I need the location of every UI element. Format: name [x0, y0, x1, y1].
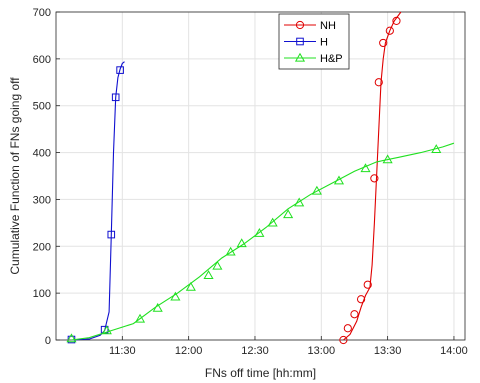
- data-point-h-p: [311, 185, 322, 195]
- y-tick-label: 400: [33, 148, 51, 160]
- y-tick-label: 100: [33, 288, 51, 300]
- data-point-nh: [363, 280, 372, 289]
- series-line-nh: [343, 11, 402, 341]
- y-tick-label: 300: [33, 194, 51, 206]
- data-point-h-p: [203, 270, 214, 279]
- legend-label-h-p: H&P: [320, 53, 343, 65]
- data-point-h-p: [294, 197, 305, 207]
- data-point-h-p: [283, 209, 294, 219]
- legend-item-h: H: [284, 37, 328, 49]
- data-point-h-p: [101, 325, 112, 335]
- data-point-nh: [356, 295, 366, 304]
- data-point-h: [116, 66, 124, 74]
- data-point-h-p: [134, 313, 146, 323]
- x-tick-label: 14:00: [440, 345, 468, 357]
- data-point-h-p: [254, 227, 265, 237]
- data-point-nh: [370, 174, 379, 183]
- legend: NH H H&P: [278, 13, 350, 70]
- legend-item-h-p: H&P: [284, 52, 343, 65]
- data-point-h-p: [333, 175, 345, 185]
- data-point-h: [111, 93, 120, 102]
- series-layer: [66, 11, 455, 345]
- x-tick-label: 13:00: [308, 345, 336, 357]
- legend-marker-h: [296, 37, 304, 46]
- legend-item-nh: NH: [284, 20, 336, 32]
- axis-ticks: 11:30 12:00 12:30 13:00 13:30 14:00 0 100 200 300…: [33, 7, 468, 357]
- data-point-h: [107, 230, 116, 239]
- y-tick-label: 0: [45, 335, 51, 347]
- series-h: [67, 61, 125, 344]
- data-point-h-p: [382, 154, 393, 164]
- x-tick-label: 12:00: [175, 345, 203, 357]
- legend-label-h: H: [320, 37, 328, 49]
- data-point-h-p: [170, 291, 181, 301]
- x-tick-label: 12:30: [241, 345, 269, 357]
- data-point-h-p: [267, 217, 278, 227]
- legend-marker-h-p: [294, 52, 306, 62]
- y-tick-label: 200: [33, 241, 51, 253]
- y-tick-label: 500: [33, 101, 51, 113]
- data-point-h-p: [431, 144, 442, 153]
- grid: [56, 11, 465, 341]
- data-point-h-p: [185, 281, 196, 291]
- data-point-h-p: [66, 333, 77, 343]
- data-point-nh: [374, 78, 383, 87]
- series-line-h-p: [71, 142, 455, 341]
- data-point-nh: [385, 26, 394, 35]
- x-tick-label: 11:30: [109, 345, 136, 357]
- data-point-h-p: [236, 238, 247, 248]
- data-point-nh: [350, 310, 359, 319]
- data-point-h-p: [360, 163, 371, 173]
- legend-label-nh: NH: [320, 20, 336, 32]
- data-point-nh: [392, 16, 401, 26]
- x-tick-label: 13:30: [374, 345, 402, 357]
- plot-frame: [55, 11, 466, 341]
- data-point-nh: [339, 335, 348, 345]
- series-line-h: [71, 61, 125, 341]
- y-axis-label: Cumulative Function of FNs going off: [8, 77, 22, 275]
- y-tick-label: 700: [33, 7, 51, 19]
- legend-marker-nh: [295, 20, 305, 30]
- data-point-h-p: [152, 302, 163, 312]
- data-point-h-p: [212, 260, 223, 270]
- x-axis-label: FNs off time [hh:mm]: [205, 366, 316, 380]
- data-point-nh: [343, 324, 352, 333]
- series-h-p: [66, 142, 455, 343]
- data-point-h-p: [225, 246, 236, 256]
- series-nh: [339, 11, 402, 345]
- y-tick-label: 600: [33, 54, 51, 66]
- data-point-nh: [379, 38, 388, 48]
